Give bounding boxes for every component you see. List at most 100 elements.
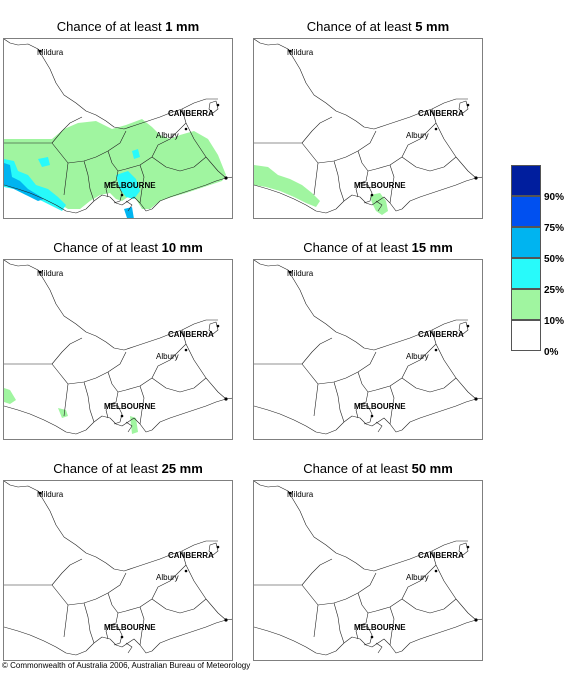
boundary-line xyxy=(301,558,333,586)
cape-dot xyxy=(224,397,228,401)
city-label-mildura: Mildura xyxy=(287,48,314,57)
city-dot xyxy=(216,103,220,107)
city-label-melbourne: MELBOURNE xyxy=(354,181,406,190)
city-label-canberra: CANBERRA xyxy=(418,109,464,118)
city-label-albury: Albury xyxy=(156,131,179,140)
boundary-line xyxy=(139,385,145,425)
map-drawing xyxy=(4,260,232,435)
city-label-canberra: CANBERRA xyxy=(418,330,464,339)
city-dot xyxy=(370,635,374,639)
boundary-line xyxy=(458,542,469,556)
boundary-line xyxy=(151,377,207,393)
boundary-line xyxy=(254,363,319,417)
city-dot xyxy=(466,324,470,328)
boundary-line xyxy=(389,164,395,204)
panel-title: Chance of at least 25 mm xyxy=(53,461,203,476)
boundary-line xyxy=(4,260,218,351)
city-dot xyxy=(434,348,438,352)
boundary-line xyxy=(401,598,457,614)
panel-10mm: Chance of at least 10 mm Mildura CANBERRA… xyxy=(3,240,253,460)
probability-area xyxy=(58,408,68,418)
boundary-line xyxy=(105,403,123,425)
legend-swatch xyxy=(511,165,541,196)
panel-25mm: Chance of at least 25 mm Mildura CANBERRA… xyxy=(3,461,253,681)
city-label-canberra: CANBERRA xyxy=(168,330,214,339)
boundary-line xyxy=(139,606,145,646)
city-dot xyxy=(288,270,292,274)
map-5mm: Mildura CANBERRA Albury MELBOURNE xyxy=(253,38,483,219)
city-dot xyxy=(184,348,188,352)
boundary-line xyxy=(333,602,345,644)
boundary-line xyxy=(4,363,69,417)
city-label-albury: Albury xyxy=(406,573,429,582)
probability-area xyxy=(116,171,140,199)
cape-dot xyxy=(474,176,478,180)
legend-label-50: 50% xyxy=(544,254,565,265)
panel-50mm: Chance of at least 50 mm Mildura CANBERRA… xyxy=(253,461,503,681)
legend-swatch xyxy=(511,196,541,227)
boundary-line xyxy=(355,182,373,204)
city-dot xyxy=(184,569,188,573)
city-dot xyxy=(434,569,438,573)
boundary-line xyxy=(375,642,383,654)
city-dot xyxy=(288,49,292,53)
boundary-line xyxy=(4,176,232,214)
boundary-line xyxy=(208,100,219,114)
city-dot xyxy=(466,545,470,549)
legend-label-10: 10% xyxy=(544,316,565,327)
boundary-line xyxy=(317,572,377,606)
panel-title: Chance of at least 5 mm xyxy=(306,19,450,34)
boundary-line xyxy=(125,642,133,654)
boundary-line xyxy=(431,329,477,400)
boundary-line xyxy=(375,200,383,212)
boundary-line xyxy=(105,182,123,204)
city-label-albury: Albury xyxy=(406,131,429,140)
legend-label-0: 0% xyxy=(544,347,559,358)
legend-label-25: 25% xyxy=(544,285,565,296)
boundary-line xyxy=(359,391,369,405)
city-label-mildura: Mildura xyxy=(37,269,64,278)
boundary-line xyxy=(317,130,377,164)
boundary-line xyxy=(401,156,457,172)
city-label-albury: Albury xyxy=(156,573,179,582)
boundary-line xyxy=(254,39,468,130)
boundary-line xyxy=(105,624,123,646)
legend-swatch xyxy=(511,227,541,258)
map-15mm: Mildura CANBERRA Albury MELBOURNE xyxy=(253,259,483,440)
boundary-line xyxy=(401,377,457,393)
probability-area xyxy=(132,149,140,159)
boundary-line xyxy=(125,200,133,212)
boundary-line xyxy=(51,116,83,144)
boundary-line xyxy=(4,618,232,656)
city-label-mildura: Mildura xyxy=(287,490,314,499)
boundary-line xyxy=(254,481,468,572)
panel-title: Chance of at least 1 mm xyxy=(56,19,200,34)
panel-title: Chance of at least 15 mm xyxy=(303,240,453,255)
boundary-line xyxy=(317,351,377,385)
city-dot xyxy=(370,414,374,418)
map-drawing xyxy=(4,481,232,656)
boundary-line xyxy=(254,397,482,435)
panel-15mm: Chance of at least 15 mm Mildura CANBERRA… xyxy=(253,240,503,460)
city-dot xyxy=(184,127,188,131)
city-label-canberra: CANBERRA xyxy=(168,109,214,118)
panel-5mm: Chance of at least 5 mm Mildura CANBERRA A… xyxy=(253,19,503,239)
boundary-line xyxy=(355,624,373,646)
city-dot xyxy=(120,193,124,197)
probability-area xyxy=(38,157,50,167)
boundary-line xyxy=(208,542,219,556)
city-dot xyxy=(38,491,42,495)
legend-swatch xyxy=(511,289,541,320)
boundary-line xyxy=(458,100,469,114)
boundary-line xyxy=(254,584,319,638)
panel-1mm: Chance of at least 1 mm Mildura CANBERRA A… xyxy=(3,19,253,239)
boundary-line xyxy=(4,397,232,435)
city-label-albury: Albury xyxy=(406,352,429,361)
boundary-line xyxy=(51,337,83,365)
city-dot xyxy=(466,103,470,107)
city-dot xyxy=(370,193,374,197)
city-label-melbourne: MELBOURNE xyxy=(354,623,406,632)
boundary-line xyxy=(389,606,395,646)
cape-dot xyxy=(224,176,228,180)
boundary-line xyxy=(67,572,127,606)
